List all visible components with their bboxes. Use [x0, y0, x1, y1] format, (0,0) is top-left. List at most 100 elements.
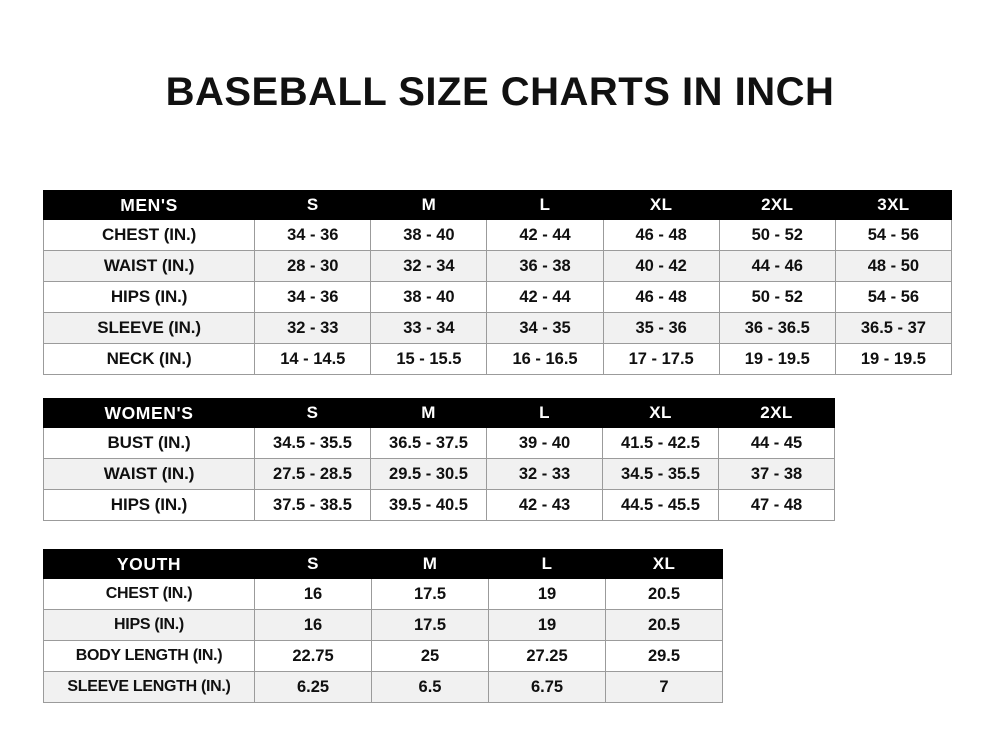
cell: 38 - 40: [370, 219, 488, 251]
cell: 39 - 40: [486, 427, 603, 459]
youth-category-label: YOUTH: [43, 549, 255, 579]
cell: 32 - 33: [254, 312, 372, 344]
mens-table-body: CHEST (IN.) 34 - 36 38 - 40 42 - 44 46 -…: [42, 219, 953, 375]
womens-column-header-m: M: [370, 398, 487, 428]
cell: 46 - 48: [602, 281, 720, 313]
womens-column-header-xl: XL: [602, 398, 719, 428]
womens-table-head: WOMEN'S S M L XL 2XL: [43, 398, 835, 428]
cell: 35 - 36: [602, 312, 720, 344]
cell: 28 - 30: [254, 250, 372, 282]
row-label: HIPS (IN.): [43, 489, 255, 521]
cell: 20.5: [605, 578, 723, 610]
cell: 38 - 40: [370, 281, 488, 313]
mens-column-header-s: S: [254, 190, 372, 220]
cell: 36 - 36.5: [718, 312, 836, 344]
womens-column-header-s: S: [254, 398, 371, 428]
cell: 29.5 - 30.5: [370, 458, 487, 490]
table-row: CHEST (IN.) 34 - 36 38 - 40 42 - 44 46 -…: [42, 219, 953, 251]
womens-size-table: WOMEN'S S M L XL 2XL BUST (IN.) 34.5 - 3…: [43, 398, 835, 521]
womens-column-header-l: L: [486, 398, 603, 428]
cell: 39.5 - 40.5: [370, 489, 487, 521]
cell: 32 - 34: [370, 250, 488, 282]
cell: 27.25: [488, 640, 606, 672]
womens-header-row: WOMEN'S S M L XL 2XL: [43, 398, 835, 428]
row-label: SLEEVE (IN.): [42, 312, 256, 344]
cell: 37.5 - 38.5: [254, 489, 371, 521]
row-label: WAIST (IN.): [42, 250, 256, 282]
cell: 19 - 19.5: [834, 343, 953, 375]
cell: 34.5 - 35.5: [602, 458, 719, 490]
cell: 16 - 16.5: [486, 343, 604, 375]
cell: 19 - 19.5: [718, 343, 836, 375]
cell: 16: [254, 609, 372, 641]
cell: 25: [371, 640, 489, 672]
cell: 54 - 56: [834, 219, 953, 251]
cell: 50 - 52: [718, 219, 836, 251]
cell: 34 - 35: [486, 312, 604, 344]
cell: 42 - 44: [486, 281, 604, 313]
table-row: SLEEVE (IN.) 32 - 33 33 - 34 34 - 35 35 …: [42, 312, 953, 344]
cell: 22.75: [254, 640, 372, 672]
cell: 15 - 15.5: [370, 343, 488, 375]
cell: 54 - 56: [834, 281, 953, 313]
cell: 44.5 - 45.5: [602, 489, 719, 521]
cell: 34 - 36: [254, 281, 372, 313]
womens-column-header-2xl: 2XL: [718, 398, 835, 428]
cell: 19: [488, 578, 606, 610]
cell: 36 - 38: [486, 250, 604, 282]
row-label: CHEST (IN.): [42, 219, 256, 251]
cell: 42 - 44: [486, 219, 604, 251]
mens-category-label: MEN'S: [42, 190, 256, 220]
table-row: HIPS (IN.) 34 - 36 38 - 40 42 - 44 46 - …: [42, 281, 953, 313]
youth-column-header-m: M: [371, 549, 489, 579]
cell: 14 - 14.5: [254, 343, 372, 375]
cell: 36.5 - 37: [834, 312, 953, 344]
table-row: SLEEVE LENGTH (IN.) 6.25 6.5 6.75 7: [43, 671, 723, 703]
cell: 36.5 - 37.5: [370, 427, 487, 459]
mens-size-table: MEN'S S M L XL 2XL 3XL CHEST (IN.) 34 - …: [42, 190, 953, 375]
cell: 44 - 45: [718, 427, 835, 459]
cell: 41.5 - 42.5: [602, 427, 719, 459]
cell: 40 - 42: [602, 250, 720, 282]
cell: 47 - 48: [718, 489, 835, 521]
youth-size-table: YOUTH S M L XL CHEST (IN.) 16 17.5 19 20…: [43, 549, 723, 703]
row-label: WAIST (IN.): [43, 458, 255, 490]
table-row: HIPS (IN.) 37.5 - 38.5 39.5 - 40.5 42 - …: [43, 489, 835, 521]
cell: 6.75: [488, 671, 606, 703]
youth-column-header-s: S: [254, 549, 372, 579]
womens-table-body: BUST (IN.) 34.5 - 35.5 36.5 - 37.5 39 - …: [43, 427, 835, 521]
cell: 17 - 17.5: [602, 343, 720, 375]
cell: 42 - 43: [486, 489, 603, 521]
table-row: WAIST (IN.) 27.5 - 28.5 29.5 - 30.5 32 -…: [43, 458, 835, 490]
cell: 34 - 36: [254, 219, 372, 251]
cell: 33 - 34: [370, 312, 488, 344]
youth-column-header-xl: XL: [605, 549, 723, 579]
cell: 20.5: [605, 609, 723, 641]
row-label: BODY LENGTH (IN.): [43, 640, 255, 672]
row-label: NECK (IN.): [42, 343, 256, 375]
mens-header-row: MEN'S S M L XL 2XL 3XL: [42, 190, 953, 220]
cell: 6.25: [254, 671, 372, 703]
cell: 48 - 50: [834, 250, 953, 282]
cell: 44 - 46: [718, 250, 836, 282]
cell: 46 - 48: [602, 219, 720, 251]
row-label: BUST (IN.): [43, 427, 255, 459]
mens-table-head: MEN'S S M L XL 2XL 3XL: [42, 190, 953, 220]
mens-column-header-3xl: 3XL: [834, 190, 953, 220]
cell: 29.5: [605, 640, 723, 672]
womens-category-label: WOMEN'S: [43, 398, 255, 428]
table-row: WAIST (IN.) 28 - 30 32 - 34 36 - 38 40 -…: [42, 250, 953, 282]
mens-column-header-m: M: [370, 190, 488, 220]
cell: 6.5: [371, 671, 489, 703]
table-row: NECK (IN.) 14 - 14.5 15 - 15.5 16 - 16.5…: [42, 343, 953, 375]
mens-column-header-2xl: 2XL: [718, 190, 836, 220]
cell: 7: [605, 671, 723, 703]
table-row: CHEST (IN.) 16 17.5 19 20.5: [43, 578, 723, 610]
row-label: HIPS (IN.): [43, 609, 255, 641]
row-label: CHEST (IN.): [43, 578, 255, 610]
cell: 37 - 38: [718, 458, 835, 490]
youth-table-head: YOUTH S M L XL: [43, 549, 723, 579]
cell: 19: [488, 609, 606, 641]
row-label: SLEEVE LENGTH (IN.): [43, 671, 255, 703]
